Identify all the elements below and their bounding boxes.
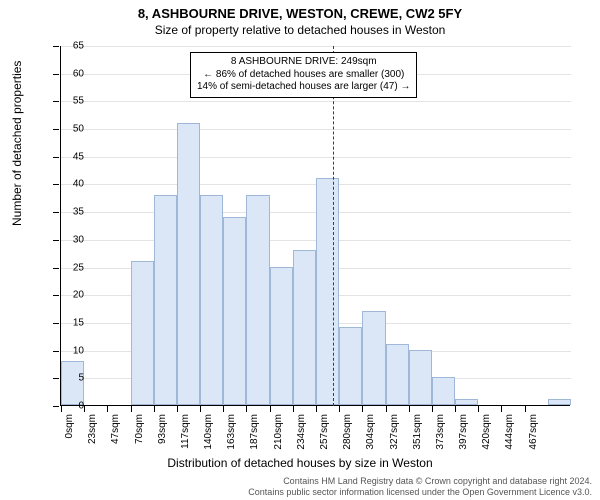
histogram-bar [293,250,316,405]
y-tick-label: 40 [54,179,84,190]
x-tick [293,406,294,412]
x-tick [200,406,201,412]
x-tick [478,406,479,412]
x-tick [84,406,85,412]
histogram-chart: 0sqm23sqm47sqm70sqm93sqm117sqm140sqm163s… [60,46,570,406]
page-title: 8, ASHBOURNE DRIVE, WESTON, CREWE, CW2 5… [0,0,600,21]
x-axis-label: Distribution of detached houses by size … [0,456,600,470]
y-tick-label: 5 [54,373,84,384]
x-tick-label: 327sqm [389,414,400,450]
histogram-bar [386,344,409,405]
x-tick-label: 23sqm [87,414,98,444]
histogram-bar [246,195,269,405]
annotation-line: 8 ASHBOURNE DRIVE: 249sqm [197,56,410,69]
histogram-bar [223,217,246,405]
footer-line: Contains public sector information licen… [248,487,592,498]
histogram-bar [270,267,293,405]
x-tick [386,406,387,412]
grid-line [61,46,571,47]
x-tick [339,406,340,412]
x-tick-label: 163sqm [226,414,237,450]
annotation-line: 14% of semi-detached houses are larger (… [197,81,410,94]
x-tick-label: 140sqm [203,414,214,450]
histogram-bar [432,377,455,405]
histogram-bar [339,327,362,405]
reference-line [333,46,334,406]
histogram-bar [316,178,339,405]
histogram-bar [548,399,571,405]
y-axis-label: Number of detached properties [10,61,24,226]
histogram-bar [177,123,200,405]
grid-line [61,157,571,158]
y-tick-label: 50 [54,124,84,135]
x-tick-label: 420sqm [481,414,492,450]
page-subtitle: Size of property relative to detached ho… [0,21,600,37]
x-tick [432,406,433,412]
grid-line [61,101,571,102]
x-tick [501,406,502,412]
x-tick-label: 373sqm [435,414,446,450]
histogram-bar [362,311,385,405]
footer-line: Contains HM Land Registry data © Crown c… [248,476,592,487]
y-tick-label: 30 [54,234,84,245]
x-tick [177,406,178,412]
y-tick-label: 55 [54,96,84,107]
histogram-bar [455,399,478,405]
histogram-bar [409,350,432,405]
histogram-bar [200,195,223,405]
x-tick [362,406,363,412]
x-tick-label: 280sqm [342,414,353,450]
x-tick-label: 117sqm [180,414,191,449]
y-tick-label: 15 [54,317,84,328]
x-tick [154,406,155,412]
x-tick-label: 444sqm [504,414,515,450]
x-tick [246,406,247,412]
x-tick-label: 467sqm [528,414,539,450]
x-tick-label: 47sqm [110,414,121,444]
y-tick-label: 25 [54,262,84,273]
y-tick-label: 10 [54,345,84,356]
x-tick [107,406,108,412]
annotation-box: 8 ASHBOURNE DRIVE: 249sqm ← 86% of detac… [190,52,417,98]
x-tick [455,406,456,412]
y-tick-label: 35 [54,207,84,218]
x-tick-label: 234sqm [296,414,307,450]
x-tick [525,406,526,412]
x-tick-label: 70sqm [134,414,145,444]
x-tick-label: 187sqm [249,414,260,450]
plot-area: 0sqm23sqm47sqm70sqm93sqm117sqm140sqm163s… [60,46,570,406]
x-tick [270,406,271,412]
annotation-line: ← 86% of detached houses are smaller (30… [197,69,410,82]
x-tick-label: 397sqm [458,414,469,450]
x-tick-label: 0sqm [64,414,75,438]
histogram-bar [154,195,177,405]
x-tick [316,406,317,412]
x-tick [409,406,410,412]
y-tick-label: 60 [54,68,84,79]
x-tick-label: 257sqm [319,414,330,450]
y-tick-label: 0 [54,401,84,412]
y-tick-label: 45 [54,151,84,162]
y-tick-label: 65 [54,41,84,52]
x-tick-label: 93sqm [157,414,168,444]
y-tick-label: 20 [54,290,84,301]
x-tick [131,406,132,412]
x-tick [223,406,224,412]
x-tick-label: 210sqm [273,414,284,450]
grid-line [61,129,571,130]
x-tick-label: 304sqm [365,414,376,450]
x-tick-label: 351sqm [412,414,423,450]
footer-attribution: Contains HM Land Registry data © Crown c… [248,476,592,498]
histogram-bar [131,261,154,405]
